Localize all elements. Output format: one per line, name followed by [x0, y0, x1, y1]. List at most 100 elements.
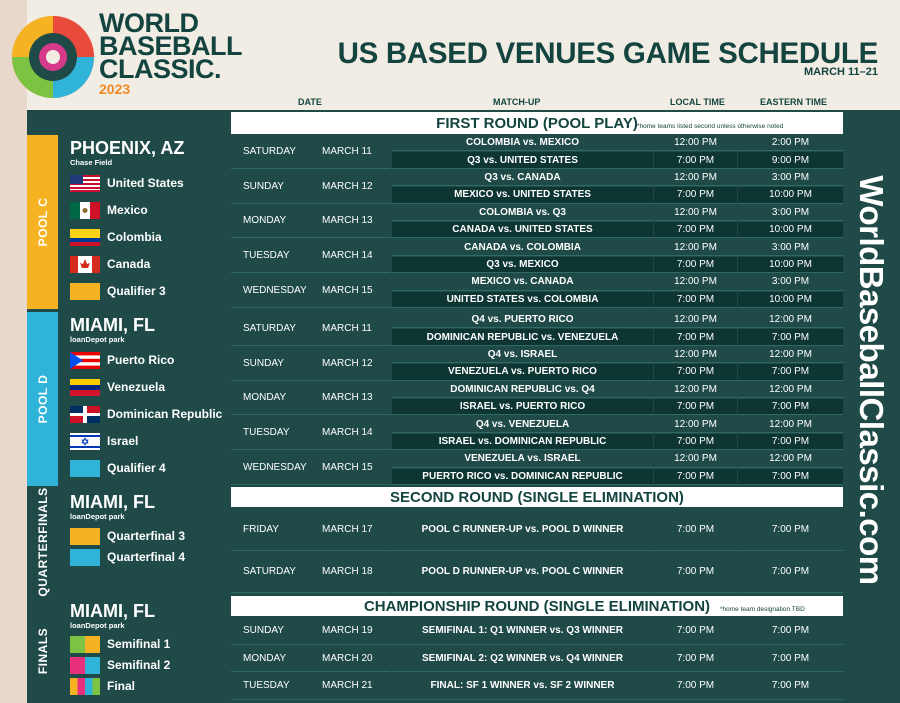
matchup: Q4 vs. ISRAEL	[392, 346, 653, 364]
finals-label: FINALS	[27, 598, 58, 703]
game-date: MARCH 19	[322, 625, 373, 637]
matchup: FINAL: SF 1 WINNER vs. SF 2 WINNER	[392, 673, 653, 700]
matchup: Q3 vs. MEXICO	[392, 256, 653, 274]
venue-city: PHOENIX, AZ	[70, 138, 185, 158]
venue-miami-quarterfinals: MIAMI, FL loanDepot park Quarterfinal 3 …	[59, 489, 230, 594]
local-time: 7:00 PM	[654, 399, 737, 416]
eastern-time: 12:00 PM	[738, 346, 843, 364]
game-day: SUNDAY MARCH 12	[231, 169, 391, 204]
local-time: 12:00 PM	[654, 274, 737, 291]
eastern-time: 10:00 PM	[738, 187, 843, 204]
venue-park: Chase Field	[70, 158, 113, 167]
local-time: 7:00 PM	[654, 364, 737, 381]
local-time: 7:00 PM	[654, 509, 737, 551]
matchup: ISRAEL vs. PUERTO RICO	[392, 399, 653, 416]
brand-wordmark: WORLD BASEBALL CLASSIC. 2023	[99, 8, 243, 98]
final-swatch-icon	[70, 677, 100, 695]
matchup: Q4 vs. VENEZUELA	[392, 416, 653, 433]
round-header-champ: CHAMPIONSHIP ROUND (SINGLE ELIMINATION)	[231, 596, 843, 616]
game-date: MARCH 15	[322, 462, 373, 474]
eastern-time: 7:00 PM	[738, 433, 843, 451]
local-time: 7:00 PM	[654, 222, 737, 239]
local-time: 7:00 PM	[654, 152, 737, 169]
game-day: SATURDAY MARCH 11	[231, 135, 391, 169]
matchup: MEXICO vs. UNITED STATES	[392, 187, 653, 204]
col-header-matchup: MATCH-UP	[493, 97, 541, 107]
eastern-time: 7:00 PM	[738, 509, 843, 551]
local-time: 12:00 PM	[654, 381, 737, 398]
game-date: MARCH 11	[322, 322, 372, 334]
team-puerto-rico: Puerto Rico	[70, 351, 174, 369]
pool-d-label: POOL D	[27, 312, 58, 486]
local-time: 7:00 PM	[654, 433, 737, 451]
local-time: 7:00 PM	[654, 551, 737, 593]
team-colombia: Colombia	[70, 228, 162, 246]
semifinal-2-swatch-icon	[70, 656, 100, 674]
eastern-time: 7:00 PM	[738, 551, 843, 593]
page-title: US BASED VENUES GAME SCHEDULE	[337, 37, 879, 70]
game-day: FRIDAY MARCH 17	[231, 509, 391, 551]
qualifier-3-swatch-icon	[70, 282, 100, 300]
team-united-states: United States	[70, 174, 184, 192]
pool-c-label: POOL C	[27, 135, 58, 309]
matchup: MEXICO vs. CANADA	[392, 274, 653, 291]
game-date: MARCH 12	[322, 357, 373, 369]
matchup: CANADA vs. COLOMBIA	[392, 239, 653, 256]
eastern-time: 7:00 PM	[738, 618, 843, 645]
venue-park: loanDepot park	[70, 621, 125, 630]
col-header-eastern: EASTERN TIME	[760, 97, 828, 107]
eastern-time: 3:00 PM	[738, 239, 843, 256]
matchup: PUERTO RICO vs. DOMINICAN REPUBLIC	[392, 468, 653, 485]
game-day: SATURDAY MARCH 18	[231, 551, 391, 593]
eastern-time: 7:00 PM	[738, 399, 843, 416]
quarterfinals-label: QUARTERFINALS	[27, 487, 58, 596]
matchup: DOMINICAN REPUBLIC vs. Q4	[392, 381, 653, 398]
semifinal-1-swatch-icon	[70, 635, 100, 653]
matchup: VENEZUELA vs. PUERTO RICO	[392, 364, 653, 381]
team-quarterfinal-4: Quarterfinal 4	[70, 548, 185, 566]
round-note-first: *home teams listed second unless otherwi…	[637, 123, 784, 130]
local-time: 7:00 PM	[654, 256, 737, 274]
matchup: Q3 vs. CANADA	[392, 169, 653, 187]
game-date: MARCH 15	[322, 285, 373, 297]
local-time: 7:00 PM	[654, 329, 737, 346]
mexico-flag-icon	[70, 201, 100, 219]
eastern-time: 12:00 PM	[738, 381, 843, 398]
local-time: 12:00 PM	[654, 204, 737, 221]
venue-city: MIAMI, FL	[70, 315, 155, 335]
game-date: MARCH 11	[322, 145, 372, 157]
col-header-date: DATE	[298, 97, 322, 107]
game-date: MARCH 14	[322, 427, 373, 439]
eastern-time: 10:00 PM	[738, 256, 843, 274]
col-header-local: LOCAL TIME	[670, 97, 725, 107]
game-day: SATURDAY MARCH 11	[231, 312, 391, 346]
local-time: 7:00 PM	[654, 291, 737, 308]
game-date: MARCH 17	[322, 523, 373, 535]
team-quarterfinal-3: Quarterfinal 3	[70, 527, 185, 545]
game-day: WEDNESDAY MARCH 15	[231, 451, 391, 485]
website-banner: WorldBaseballClassic.com	[853, 175, 890, 585]
local-time: 7:00 PM	[654, 468, 737, 485]
matchup: Q3 vs. UNITED STATES	[392, 152, 653, 169]
game-date: MARCH 12	[322, 180, 373, 192]
local-time: 12:00 PM	[654, 346, 737, 364]
wbc-logo-icon	[12, 16, 94, 98]
game-day: TUESDAY MARCH 14	[231, 239, 391, 274]
team-dominican-republic: Dominican Republic	[70, 405, 222, 423]
team-qualifier-3: Qualifier 3	[70, 282, 166, 300]
game-date: MARCH 13	[322, 392, 373, 404]
eastern-time: 3:00 PM	[738, 204, 843, 221]
venezuela-flag-icon	[70, 378, 100, 396]
eastern-time: 7:00 PM	[738, 468, 843, 485]
eastern-time: 10:00 PM	[738, 222, 843, 239]
matchup: COLOMBIA vs. MEXICO	[392, 135, 653, 152]
game-day: TUESDAY MARCH 21	[231, 673, 391, 700]
local-time: 12:00 PM	[654, 416, 737, 433]
team-venezuela: Venezuela	[70, 378, 165, 396]
matchup: POOL C RUNNER-UP vs. POOL D WINNER	[392, 509, 653, 551]
local-time: 7:00 PM	[654, 618, 737, 645]
round-note-champ: *home team designation TBD	[720, 606, 805, 613]
qualifier-4-swatch-icon	[70, 459, 100, 477]
matchup: UNITED STATES vs. COLOMBIA	[392, 291, 653, 308]
matchup: COLOMBIA vs. Q3	[392, 204, 653, 221]
